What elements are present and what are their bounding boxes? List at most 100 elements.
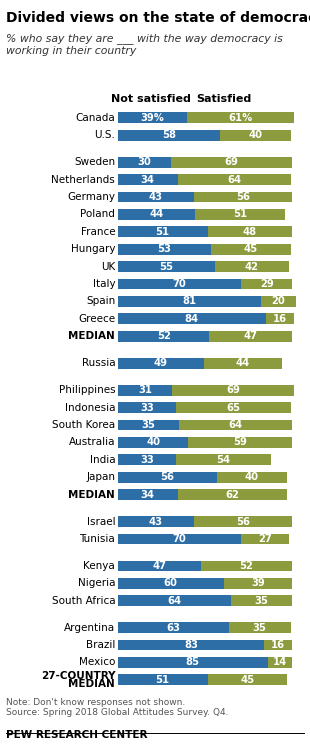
Bar bbox=[118, 157, 171, 168]
Bar bbox=[118, 227, 208, 237]
Bar bbox=[194, 192, 292, 202]
Text: Kenya: Kenya bbox=[83, 561, 115, 571]
Text: MEDIAN: MEDIAN bbox=[69, 331, 115, 341]
Bar bbox=[118, 419, 179, 430]
Bar bbox=[118, 113, 187, 123]
Text: 20: 20 bbox=[271, 296, 285, 307]
Text: 54: 54 bbox=[216, 455, 231, 465]
Text: 52: 52 bbox=[157, 331, 171, 341]
Text: 59: 59 bbox=[233, 437, 247, 448]
Text: 69: 69 bbox=[226, 385, 240, 395]
Text: 65: 65 bbox=[226, 403, 240, 413]
Text: UK: UK bbox=[101, 262, 115, 272]
Bar bbox=[261, 296, 296, 307]
Bar bbox=[118, 471, 216, 483]
Text: 52: 52 bbox=[240, 561, 253, 571]
Text: PEW RESEARCH CENTER: PEW RESEARCH CENTER bbox=[6, 730, 148, 739]
Text: 60: 60 bbox=[164, 578, 178, 589]
Bar bbox=[118, 489, 178, 500]
Text: Mexico: Mexico bbox=[79, 657, 115, 668]
Text: 49: 49 bbox=[154, 358, 168, 369]
Text: Russia: Russia bbox=[82, 358, 115, 369]
Text: South Africa: South Africa bbox=[51, 596, 115, 606]
Text: Spain: Spain bbox=[86, 296, 115, 307]
Bar bbox=[118, 296, 261, 307]
Text: 27-COUNTRY: 27-COUNTRY bbox=[41, 671, 115, 681]
Text: 61%: 61% bbox=[228, 113, 252, 123]
Text: 62: 62 bbox=[225, 489, 239, 500]
Text: 45: 45 bbox=[240, 675, 255, 685]
Bar bbox=[118, 209, 195, 220]
Text: 31: 31 bbox=[138, 385, 152, 395]
Text: 51: 51 bbox=[156, 675, 170, 685]
Text: 40: 40 bbox=[245, 472, 259, 482]
Bar bbox=[215, 261, 289, 272]
Bar bbox=[118, 578, 224, 589]
Text: 83: 83 bbox=[184, 640, 198, 650]
Bar bbox=[264, 639, 292, 651]
Bar bbox=[220, 130, 290, 141]
Bar bbox=[187, 113, 294, 123]
Text: Germany: Germany bbox=[67, 192, 115, 202]
Bar bbox=[266, 313, 294, 325]
Text: 39: 39 bbox=[251, 578, 265, 589]
Bar bbox=[118, 175, 178, 185]
Bar bbox=[231, 595, 292, 606]
Bar bbox=[172, 385, 294, 395]
Text: Israel: Israel bbox=[86, 516, 115, 527]
Text: % who say they are ___ with the way democracy is
working in their country: % who say they are ___ with the way demo… bbox=[6, 34, 283, 56]
Bar bbox=[229, 622, 290, 633]
Text: Poland: Poland bbox=[80, 210, 115, 219]
Bar bbox=[118, 130, 220, 141]
Text: Canada: Canada bbox=[75, 113, 115, 123]
Text: 45: 45 bbox=[244, 244, 258, 254]
Text: 16: 16 bbox=[271, 640, 285, 650]
Text: 84: 84 bbox=[185, 314, 199, 324]
Text: Philippines: Philippines bbox=[59, 385, 115, 395]
Text: 44: 44 bbox=[149, 210, 164, 219]
Text: Note: Don't know responses not shown.
Source: Spring 2018 Global Attitudes Surve: Note: Don't know responses not shown. So… bbox=[6, 698, 229, 717]
Text: 55: 55 bbox=[159, 262, 173, 272]
Text: Brazil: Brazil bbox=[86, 640, 115, 650]
Bar bbox=[224, 578, 292, 589]
Bar bbox=[118, 622, 229, 633]
Bar bbox=[216, 471, 287, 483]
Text: 16: 16 bbox=[273, 314, 287, 324]
Text: 51: 51 bbox=[156, 227, 170, 236]
Text: 33: 33 bbox=[140, 403, 154, 413]
Text: MEDIAN: MEDIAN bbox=[69, 489, 115, 500]
Bar bbox=[204, 358, 282, 369]
Text: 51: 51 bbox=[233, 210, 247, 219]
Text: 58: 58 bbox=[162, 131, 176, 140]
Text: 34: 34 bbox=[141, 489, 155, 500]
Text: South Korea: South Korea bbox=[52, 420, 115, 430]
Text: 30: 30 bbox=[137, 157, 151, 167]
Bar bbox=[171, 157, 292, 168]
Text: Greece: Greece bbox=[78, 314, 115, 324]
Bar bbox=[178, 175, 290, 185]
Bar bbox=[241, 533, 289, 545]
Bar bbox=[118, 192, 194, 202]
Bar bbox=[210, 330, 292, 342]
Text: 35: 35 bbox=[255, 596, 268, 606]
Text: 35: 35 bbox=[253, 623, 267, 633]
Bar bbox=[188, 437, 292, 448]
Text: 48: 48 bbox=[243, 227, 257, 236]
Text: 35: 35 bbox=[142, 420, 156, 430]
Text: 29: 29 bbox=[260, 279, 274, 289]
Text: Japan: Japan bbox=[86, 472, 115, 482]
Text: MEDIAN: MEDIAN bbox=[69, 679, 115, 689]
Bar bbox=[194, 516, 292, 527]
Text: 40: 40 bbox=[248, 131, 262, 140]
Text: Netherlands: Netherlands bbox=[51, 175, 115, 184]
Text: 47: 47 bbox=[244, 331, 258, 341]
Text: 33: 33 bbox=[140, 455, 154, 465]
Text: Satisfied: Satisfied bbox=[196, 94, 251, 104]
Text: 63: 63 bbox=[166, 623, 180, 633]
Bar bbox=[208, 674, 287, 686]
Text: 27: 27 bbox=[258, 534, 272, 544]
Bar bbox=[118, 437, 188, 448]
Text: 43: 43 bbox=[149, 516, 163, 527]
Bar bbox=[118, 278, 241, 289]
Bar bbox=[268, 657, 292, 668]
